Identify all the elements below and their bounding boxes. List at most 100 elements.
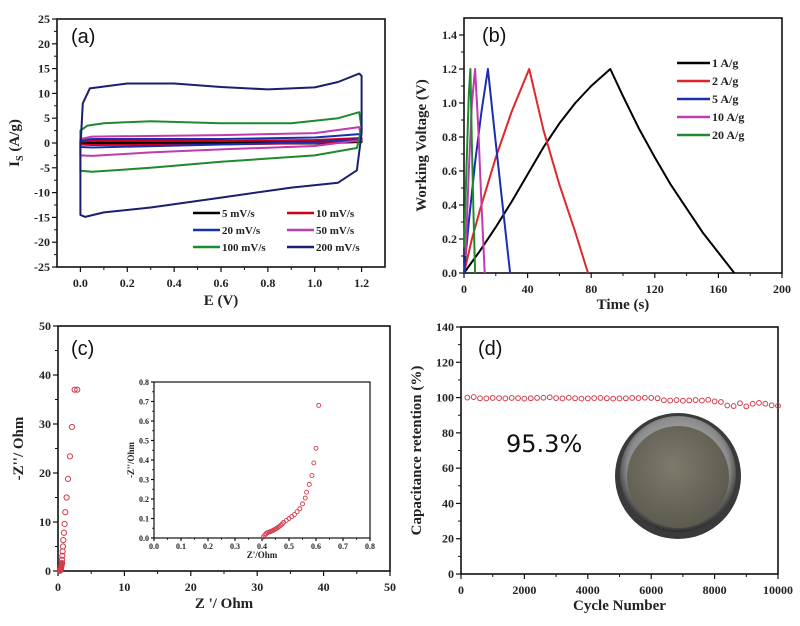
- y-tick-label: -5: [40, 161, 50, 175]
- data-point: [603, 395, 610, 402]
- y-tick-label: 0: [44, 136, 50, 150]
- data-point: [572, 395, 579, 402]
- data-point: [648, 395, 655, 401]
- x-tick-label: 0.6: [214, 276, 229, 290]
- data-point: [660, 397, 667, 404]
- panel-label: (c): [71, 338, 94, 360]
- inset-data-point: [294, 509, 300, 515]
- x-axis-title: Cycle Number: [573, 598, 666, 614]
- y-tick-label: 50: [39, 319, 51, 333]
- x-tick-label: 0.4: [257, 542, 267, 551]
- data-point: [60, 537, 67, 544]
- data-point: [692, 397, 699, 403]
- data-point: [62, 509, 69, 516]
- inset-data-point: [313, 445, 319, 451]
- x-tick-label: 0.4: [167, 276, 182, 290]
- x-tick-label: 0.6: [311, 542, 321, 551]
- series-line-5-A-g: [463, 68, 512, 274]
- inset-data-point: [302, 495, 308, 501]
- x-tick-label: 8000: [703, 583, 727, 597]
- x-tick-label: 30: [251, 580, 263, 594]
- data-point: [61, 520, 68, 528]
- y-tick-label: 1.4: [442, 28, 457, 42]
- y-tick-label: 20: [39, 466, 51, 480]
- data-point: [724, 402, 731, 409]
- legend-label: 200 mV/s: [316, 242, 360, 254]
- legend-label: 20 mV/s: [222, 225, 261, 237]
- data-point: [711, 398, 718, 405]
- legend-label: 10 mV/s: [316, 208, 355, 220]
- data-point: [616, 395, 623, 402]
- inset-data-point: [278, 522, 284, 528]
- data-point: [641, 394, 648, 401]
- x-tick-label: 20: [185, 580, 197, 594]
- data-point: [508, 395, 515, 401]
- y-tick-label: 0: [448, 567, 454, 581]
- inset-data-point: [297, 506, 303, 512]
- series-line-2-A-g: [463, 68, 589, 274]
- data-point: [527, 395, 534, 402]
- data-point: [673, 397, 680, 403]
- data-point: [654, 395, 661, 402]
- x-tick-label: 10: [118, 580, 130, 594]
- y-tick-label: 30: [39, 417, 51, 431]
- y-tick-label: 0.6: [139, 417, 149, 426]
- y-axis-title: IS (A/g): [7, 119, 26, 167]
- x-axis-title: E (V): [204, 293, 239, 309]
- x-tick-label: 0.8: [260, 276, 275, 290]
- y-tick-label: 0.5: [139, 437, 149, 446]
- data-point: [622, 395, 629, 402]
- x-tick-label: 0.7: [338, 542, 348, 551]
- data-point: [737, 400, 743, 407]
- y-tick-label: -10: [34, 186, 50, 200]
- data-point: [483, 395, 490, 402]
- inset-data-point: [300, 501, 305, 507]
- y-tick-label: 0.4: [139, 456, 149, 465]
- plot-frame: [57, 325, 391, 572]
- y-tick-label: 0.0: [139, 534, 149, 543]
- data-point: [749, 400, 756, 407]
- x-tick-label: 50: [384, 580, 396, 594]
- y-tick-label: -15: [34, 210, 50, 224]
- series-line-10-A-g: [464, 68, 486, 274]
- data-point: [591, 395, 598, 402]
- panel-label: (a): [71, 26, 95, 48]
- x-tick-label: 40: [522, 282, 534, 296]
- x-tick-label: 0.0: [149, 542, 159, 551]
- panel-c: 0 10 20 30 40 50 0 10 20 30 40 50 (c) Z '/ Ohm -Z''/ O…: [11, 319, 396, 612]
- y-tick-label: 20: [38, 37, 50, 51]
- x-tick-label: 0: [55, 580, 61, 594]
- inset-data-point: [309, 473, 315, 479]
- data-point: [610, 395, 617, 402]
- legend-label: 100 mV/s: [222, 242, 266, 254]
- x-tick-label: 1.0: [307, 276, 322, 290]
- data-point: [59, 560, 66, 566]
- data-point: [553, 395, 559, 402]
- x-tick-label: 0.2: [120, 276, 135, 290]
- data-point: [68, 423, 76, 431]
- data-point: [680, 397, 686, 404]
- x-tick-label: 80: [585, 282, 597, 296]
- legend-label: 5 mV/s: [222, 208, 255, 220]
- x-tick-label: 0.1: [176, 542, 186, 551]
- x-tick-label: 1.2: [354, 276, 369, 290]
- data-point: [521, 395, 528, 402]
- x-axis-title: Time (s): [597, 297, 650, 313]
- data-point: [477, 395, 483, 402]
- series-line-20-A-g: [463, 68, 477, 274]
- x-tick-label: 0: [458, 583, 464, 597]
- data-point: [66, 453, 74, 460]
- data-point: [59, 552, 66, 559]
- data-point: [718, 399, 724, 405]
- inset-data-point: [291, 512, 297, 518]
- y-tick-label: 0.4: [442, 198, 457, 212]
- data-point: [71, 386, 78, 393]
- x-tick-label: 0.2: [203, 542, 213, 551]
- legend-label: 20 A/g: [712, 128, 744, 142]
- y-tick-label: 0: [45, 564, 51, 578]
- y-tick-label: 60: [442, 461, 454, 475]
- legend: 5 mV/s 10 mV/s 20 mV/s 50 mV/s 100 mV/s 200 m…: [193, 208, 360, 254]
- x-tick-label: 200: [773, 282, 791, 296]
- y-tick-label: 80: [442, 426, 454, 440]
